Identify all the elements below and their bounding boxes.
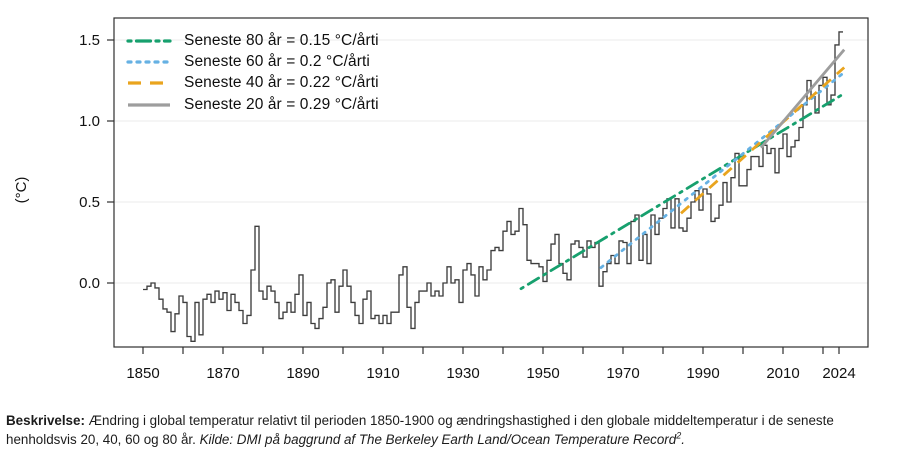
chart-area: 0.0 0.5 1.0 1.5 1850 1870 1890 1910 1930 1950 1970… [13,17,869,382]
legend-item-40yr: Seneste 40 år = 0.22 °C/årti [126,73,379,94]
figure-caption: Beskrivelse: Ændring i global temperatur… [0,412,892,450]
legend-label-20yr: Seneste 20 år = 0.29 °C/årti [184,95,379,113]
y-tick-label: 1.5 [79,32,100,49]
legend-item-60yr: Seneste 60 år = 0.2 °C/årti [126,51,379,72]
legend-item-20yr: Seneste 20 år = 0.29 °C/årti [126,94,379,115]
legend-item-80yr: Seneste 80 år = 0.15 °C/årti [126,30,379,51]
trend-line-60yr [599,71,846,270]
trend-swatch-60yr-icon [126,60,172,64]
trend-line-80yr [519,92,846,291]
x-tick-label: 1970 [606,365,639,382]
caption-footnote-marker: 2 [676,430,682,441]
chart-legend: Seneste 80 år = 0.15 °C/årti Seneste 60 … [126,30,379,116]
temperature-chart-canvas: 0.0 0.5 1.0 1.5 1850 1870 1890 1910 1930 1950 1970… [13,17,869,382]
x-tick-label: 1930 [446,365,479,382]
legend-label-80yr: Seneste 80 år = 0.15 °C/årti [184,31,379,49]
x-tick-label: 1910 [366,365,399,382]
trend-line-20yr [759,48,846,149]
x-tick-label: 1870 [206,365,239,382]
trend-swatch-20yr-icon [128,103,170,107]
trend-swatch-80yr-icon [126,39,172,43]
y-tick-label: 0.0 [79,275,100,292]
y-tick-label: 0.5 [79,194,100,211]
x-tick-label: 1990 [686,365,719,382]
y-tick-label: 1.0 [79,113,100,130]
plot-frame [113,17,869,348]
y-axis-title: (°C) [13,177,30,204]
x-tick-label: 1850 [126,365,159,382]
caption-body: Ændring i global temperatur relativt til… [6,413,834,447]
trend-swatch-40yr-icon [128,81,170,86]
x-tick-label: 1950 [526,365,559,382]
legend-label-60yr: Seneste 60 år = 0.2 °C/årti [184,53,370,71]
caption-source: Kilde: DMI på baggrund af The Berkeley E… [199,430,685,447]
x-tick-label: 2024 [822,365,855,382]
trend-line-40yr [680,66,846,215]
annual-temperature-step-line [143,31,843,342]
x-tick-label: 1890 [286,365,319,382]
x-tick-label: 2010 [766,365,799,382]
caption-label: Beskrivelse: [6,413,85,428]
legend-label-40yr: Seneste 40 år = 0.22 °C/årti [184,74,379,92]
